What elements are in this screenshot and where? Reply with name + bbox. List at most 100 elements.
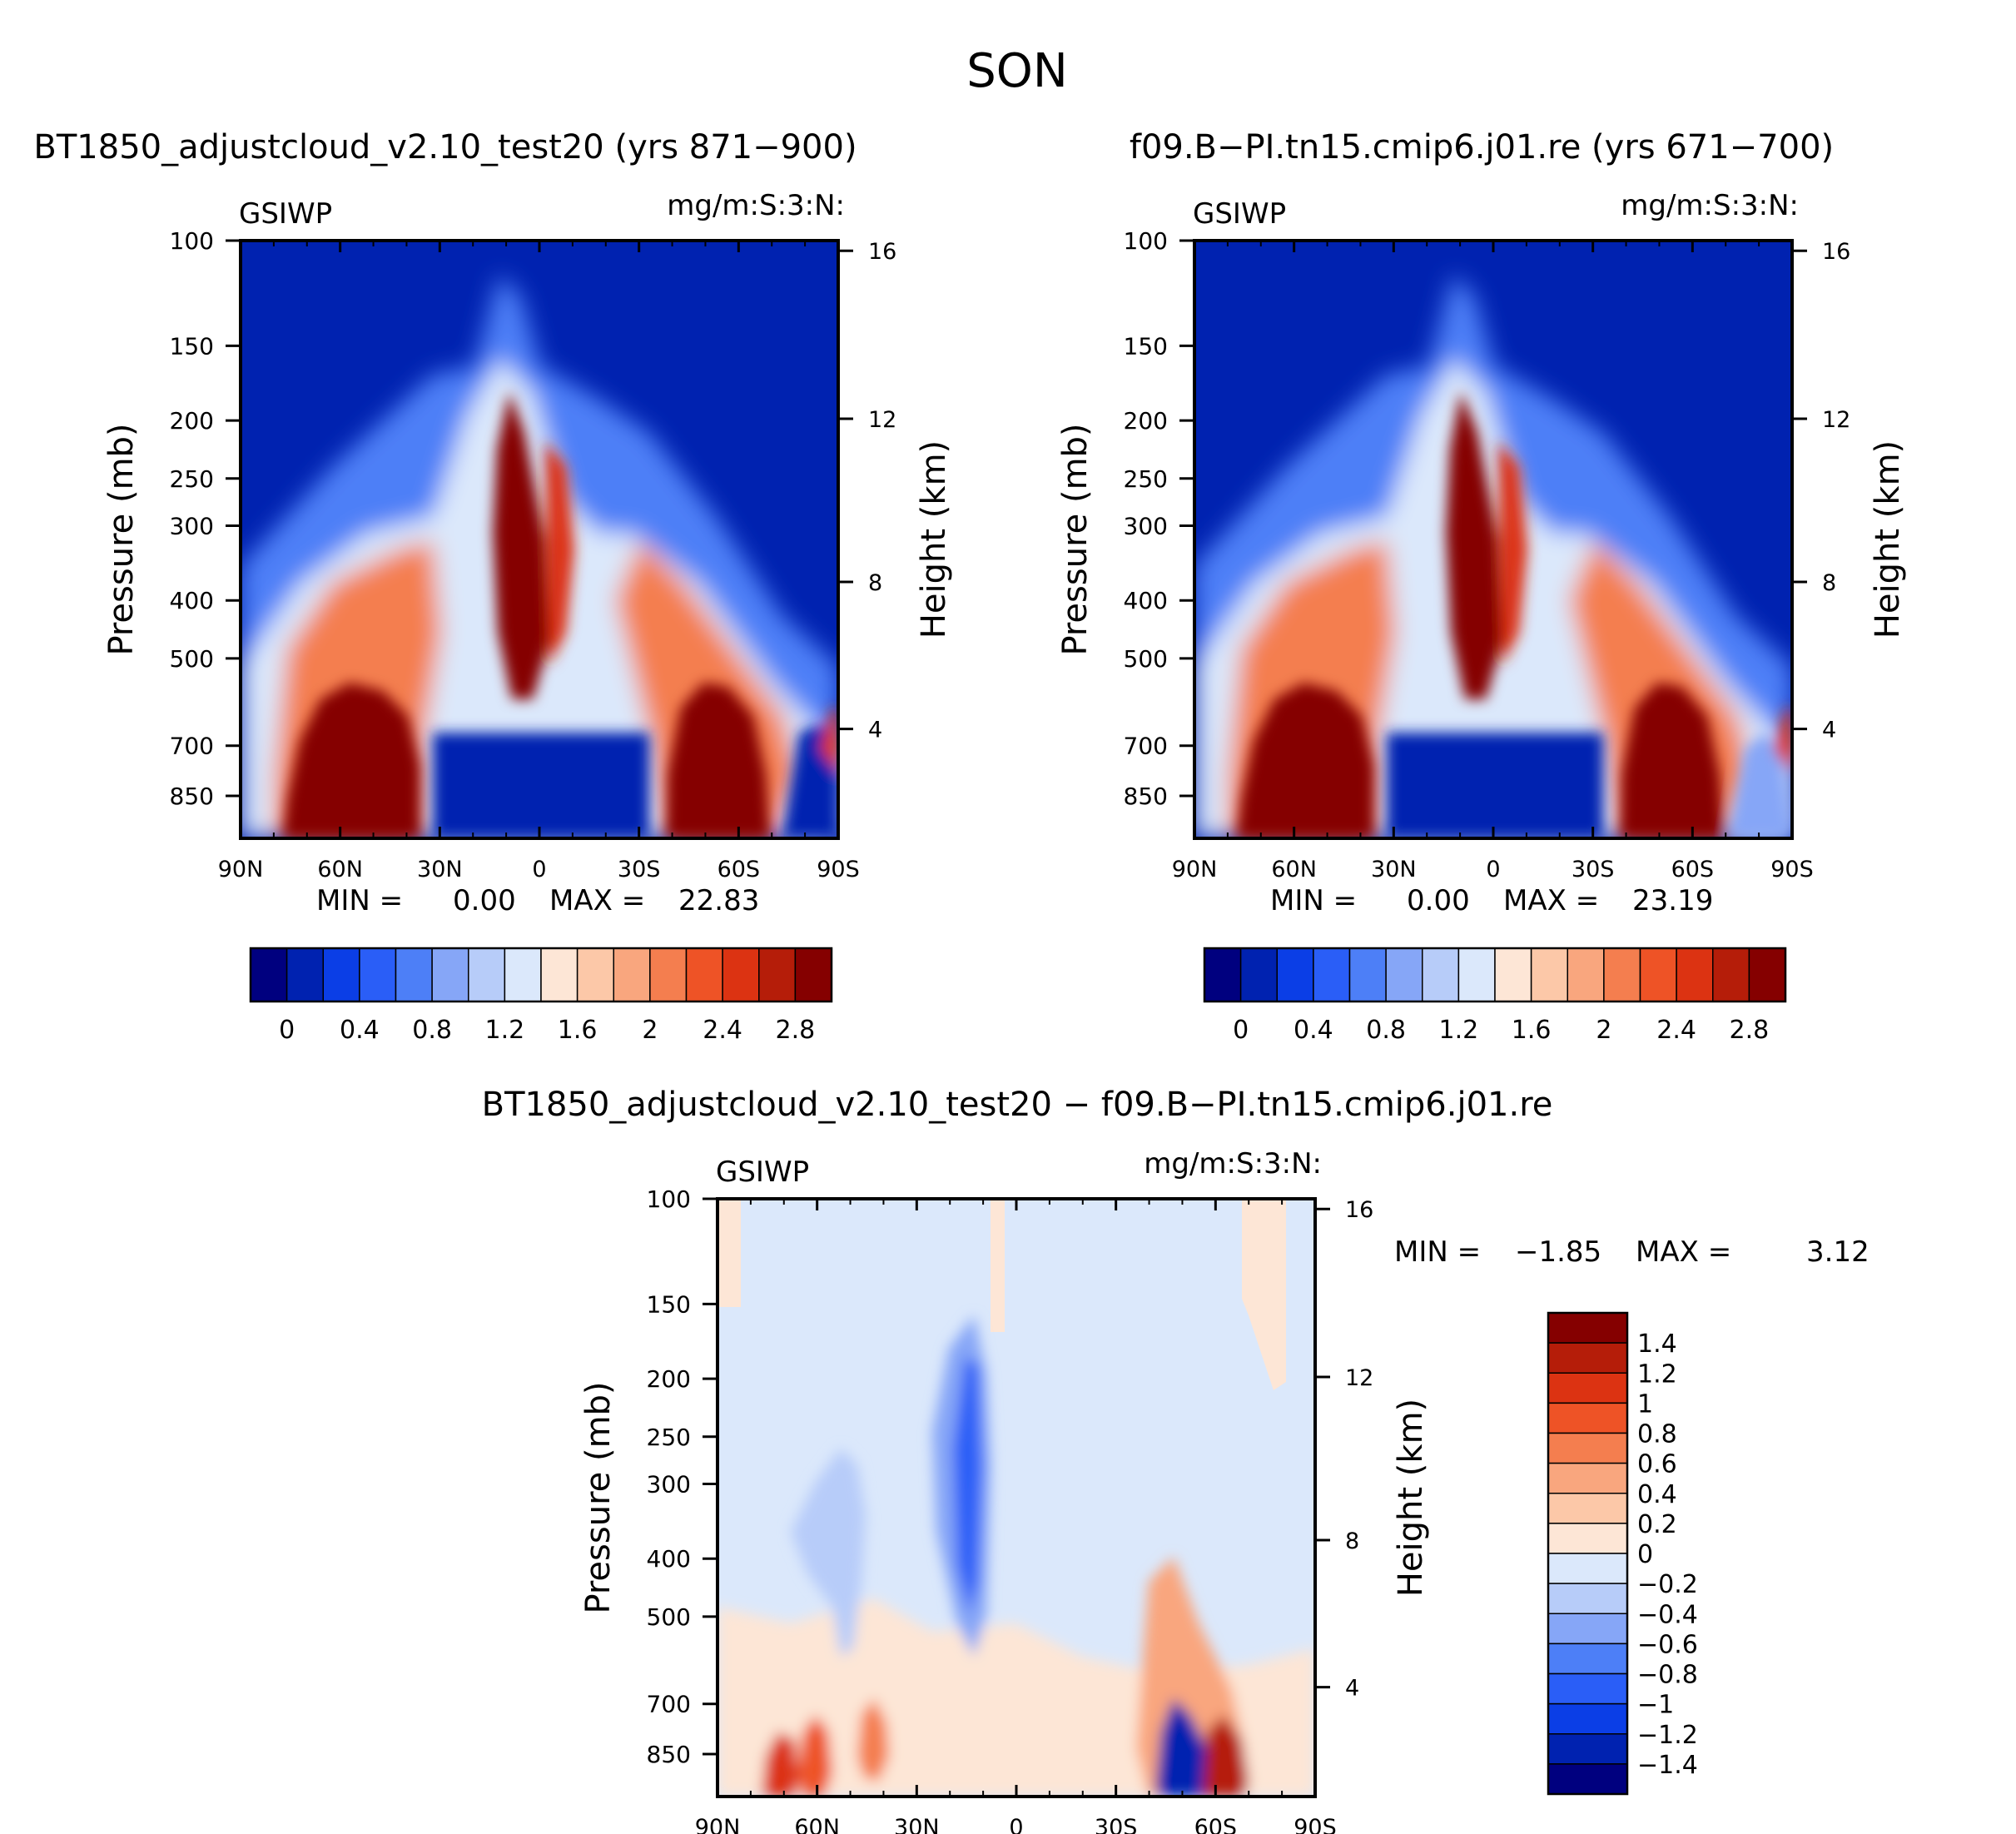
panel-3-title: BT1850_adjustcloud_v2.10_test20 − f09.B−…	[482, 1086, 1553, 1124]
panel-1-colorbar-swatch	[613, 947, 651, 1002]
panel-1-colorbar-label: 2.8	[776, 1016, 816, 1045]
panel-3-colorbar-label: 0.2	[1637, 1510, 1677, 1539]
panel-3-min-label: MIN =	[1394, 1235, 1481, 1269]
panel-1-xtick-label: 60S	[718, 857, 761, 882]
panel-2-xtick-label: 60S	[1671, 857, 1715, 882]
panel-2-min-value: 0.00	[1407, 884, 1470, 917]
panel-2-max-label: MAX =	[1503, 884, 1599, 917]
panel-1-colorbar-swatch	[685, 947, 723, 1002]
panel-1-colorbar-swatch	[504, 947, 542, 1002]
panel-3-colorbar-swatch	[1547, 1462, 1628, 1494]
panel-1-ylabel: Pressure (mb)	[102, 423, 141, 655]
panel-2-colorbar-swatch	[1494, 947, 1532, 1002]
panel-1-y2tick-label: 12	[868, 407, 896, 433]
panel-1-colorbar-label: 1.6	[558, 1016, 598, 1045]
panel-1-colorbar-swatch	[286, 947, 324, 1002]
panel-1-left-label: GSIWP	[239, 197, 332, 231]
panel-3-colorbar-label: 1.4	[1637, 1330, 1677, 1359]
panel-2-ytick-label: 700	[1124, 733, 1168, 760]
panel-3-colorbar-swatch	[1547, 1342, 1628, 1374]
panel-2-y2tick-label: 16	[1822, 239, 1850, 265]
panel-2-y2label: Height (km)	[1869, 440, 1907, 639]
panel-2-tropical-tower-edge	[1498, 441, 1527, 666]
panel-3: BT1850_adjustcloud_v2.10_test20 − f09.B−…	[482, 1086, 1870, 1798]
panel-2-colorbar-swatch	[1748, 947, 1786, 1002]
panel-2-colorbar-label: 2.4	[1656, 1016, 1696, 1045]
panel-3-colorbar-label: 0.4	[1637, 1480, 1677, 1509]
panel-3-colorbar-frame	[1547, 1311, 1629, 1796]
panel-3-colorbar-label: 0.6	[1637, 1450, 1677, 1479]
panel-2-colorbar-swatch	[1348, 947, 1387, 1002]
panel-1-xtick-label: 90N	[218, 857, 264, 882]
panel-3-colorbar-swatch	[1547, 1372, 1628, 1404]
panel-3-xtick-label: 90N	[695, 1815, 741, 1834]
panel-2-colorbar-label: 2	[1596, 1016, 1611, 1045]
panel-1-nh-low-cloud	[283, 683, 420, 838]
panel-3-colorbar-swatch	[1547, 1613, 1628, 1645]
panel-1-ytick-label: 250	[170, 465, 214, 493]
panel-2-y2tick-label: 12	[1822, 407, 1850, 433]
panel-2-colorbar-swatch	[1239, 947, 1278, 1002]
panel-2-xtick-label: 0	[1486, 857, 1500, 882]
panel-2-colorbar-swatch	[1385, 947, 1423, 1002]
panel-1-colorbar-swatch	[649, 947, 688, 1002]
panel-3-top-equator-positive	[991, 1199, 1005, 1332]
panel-1-xtick-label: 30N	[417, 857, 463, 882]
panel-2-colorbar-swatch	[1313, 947, 1351, 1002]
panel-2-polar-blue	[1728, 733, 1792, 838]
panel-1-right-label: mg/m:S:3:N:	[667, 189, 845, 222]
panel-1-sh-low-cloud	[666, 683, 770, 838]
panel-1-xtick-label: 60N	[317, 857, 363, 882]
panel-2-ytick-label: 500	[1124, 645, 1168, 673]
panel-2-title: f09.B−PI.tn15.cmip6.j01.re (yrs 671−700)	[1130, 128, 1834, 167]
panel-2-polar-red	[1774, 708, 1792, 774]
panel-3-colorbar-swatch	[1547, 1523, 1628, 1554]
panel-1-y2tick-label: 4	[868, 718, 882, 743]
panel-1-max-value: 22.83	[678, 884, 759, 917]
panel-1-colorbar-swatch	[758, 947, 797, 1002]
panel-1-y2tick-label: 8	[868, 570, 882, 596]
panel-2-colorbar-swatch	[1457, 947, 1496, 1002]
panel-2-colorbar-label: 1.6	[1512, 1016, 1552, 1045]
panel-3-nh-negative-blob	[791, 1449, 866, 1657]
panel-1-colorbar-swatch	[794, 947, 832, 1002]
panel-2-xtick-label: 30N	[1371, 857, 1417, 882]
panel-2-colorbar-swatch	[1603, 947, 1641, 1002]
panel-2-colorbar-label: 2.8	[1730, 1016, 1770, 1045]
panel-2-colorbar-swatch	[1676, 947, 1714, 1002]
panel-3-xtick-label: 30N	[894, 1815, 940, 1834]
panel-1-colorbar-swatch	[250, 947, 288, 1002]
panel-3-colorbar-swatch	[1547, 1733, 1628, 1765]
panel-1: BT1850_adjustcloud_v2.10_test20 (yrs 871…	[33, 128, 857, 840]
panel-1-colorbar-label: 0.4	[340, 1016, 380, 1045]
panel-1-colorbar-frame	[249, 947, 833, 1003]
panel-3-colorbar-swatch	[1547, 1672, 1628, 1705]
panel-3-ytick-label: 100	[647, 1185, 691, 1213]
panel-3-right-label: mg/m:S:3:N:	[1144, 1147, 1322, 1180]
panel-1-ytick-label: 150	[170, 332, 214, 360]
panel-3-left-label: GSIWP	[716, 1156, 809, 1189]
panel-3-colorbar-label: 1.2	[1637, 1359, 1677, 1389]
panel-2-xtick-label: 60N	[1271, 857, 1317, 882]
panel-2-colorbar-label: 1.2	[1439, 1016, 1479, 1045]
panel-2-y2tick-label: 4	[1822, 718, 1836, 743]
panel-3-colorbar-swatch	[1547, 1312, 1628, 1344]
panel-3-colorbar-swatch	[1547, 1402, 1628, 1434]
panel-1-colorbar-swatch	[722, 947, 760, 1002]
panel-2-y2tick-label: 8	[1822, 570, 1836, 596]
panel-2-ytick-label: 200	[1124, 407, 1168, 435]
panel-3-colorbar-swatch	[1547, 1643, 1628, 1675]
panel-1-ytick-label: 300	[170, 512, 214, 539]
panel-1-ytick-label: 500	[170, 645, 214, 673]
panel-3-top-right-positive	[1242, 1199, 1286, 1390]
panel-1-polar-red	[820, 708, 838, 774]
panel-3-colorbar-label: 0.8	[1637, 1420, 1677, 1449]
panel-2: f09.B−PI.tn15.cmip6.j01.re (yrs 671−700)…	[1130, 128, 1834, 840]
panel-1-y2tick-label: 16	[868, 239, 896, 265]
panel-2-colorbar-label: 0	[1233, 1016, 1249, 1045]
panel-2-ytick-label: 100	[1124, 227, 1168, 255]
panel-2-colorbar-swatch	[1639, 947, 1677, 1002]
panel-1-ytick-label: 400	[170, 587, 214, 614]
panel-2-field	[1194, 241, 1792, 838]
panel-2-colorbar-label: 0.8	[1366, 1016, 1406, 1045]
